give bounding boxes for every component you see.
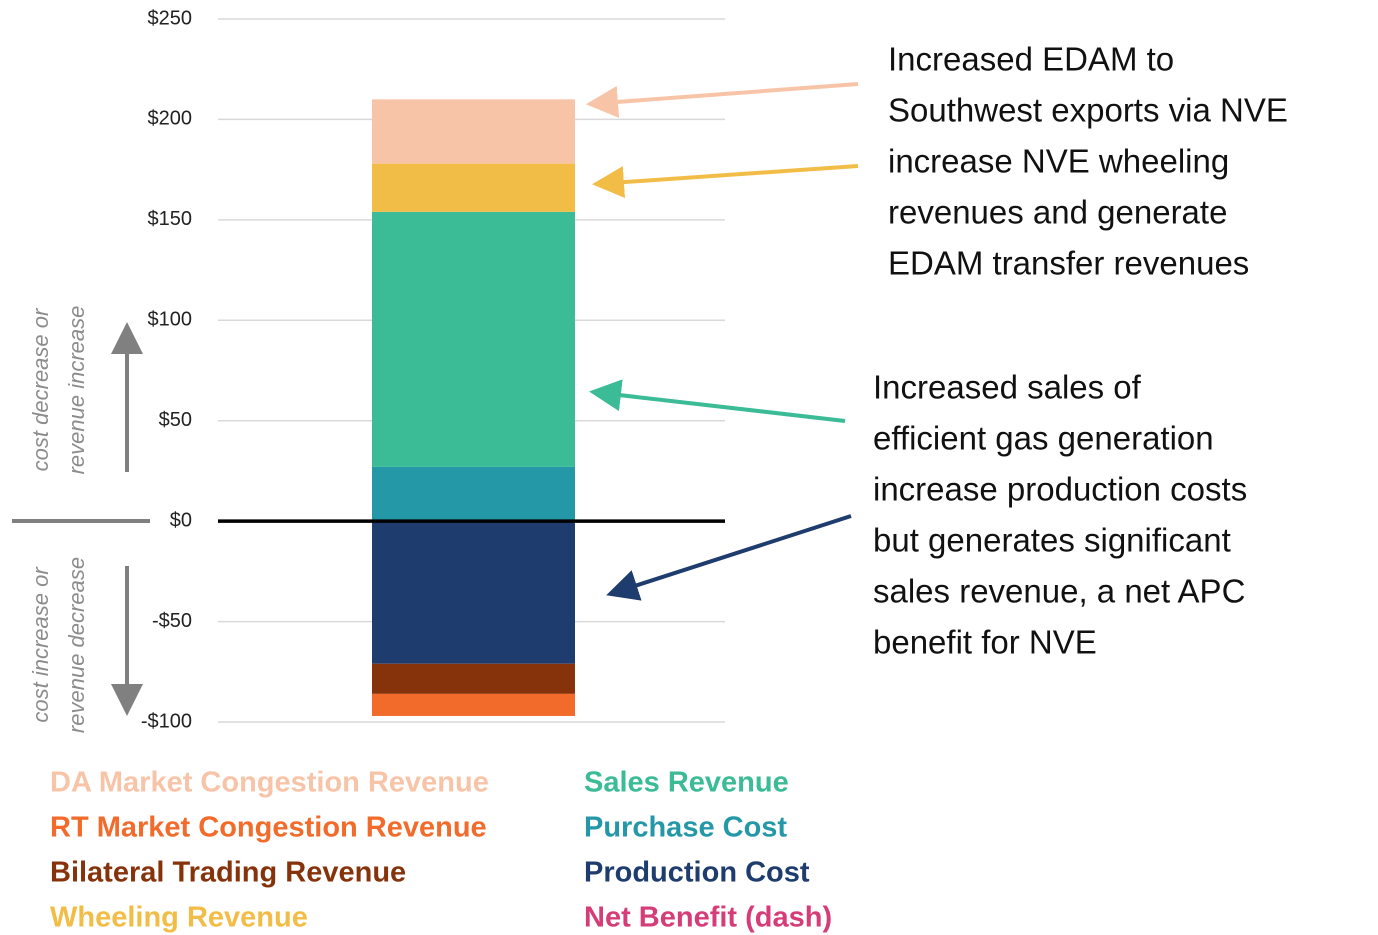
axis-note: cost increase or — [28, 566, 53, 723]
y-tick-label: -$50 — [152, 610, 192, 632]
bar-segment — [372, 466, 575, 522]
legend-entry: Purchase Cost — [584, 812, 787, 844]
annotation: revenues and generate — [888, 194, 1227, 231]
y-tick-label: $150 — [148, 208, 193, 230]
axis-note: cost decrease or — [28, 307, 53, 471]
legend-entry: Production Cost — [584, 857, 810, 889]
legend-entry: DA Market Congestion Revenue — [50, 767, 489, 799]
annotation: Increased sales of — [873, 369, 1142, 406]
bar-segment — [372, 693, 575, 716]
annotation-arrow — [589, 379, 846, 423]
annotation: Increased EDAM to — [888, 41, 1174, 78]
annotation: efficient gas generation — [873, 420, 1214, 457]
annotation: Southwest exports via NVE — [888, 92, 1288, 129]
bar-segment — [372, 521, 575, 664]
y-tick-label: $0 — [170, 509, 192, 531]
y-tick-label: $50 — [159, 409, 192, 431]
axis-note: revenue increase — [64, 306, 89, 475]
legend-entry: Bilateral Trading Revenue — [50, 857, 406, 889]
y-tick-label: -$100 — [141, 710, 192, 732]
annotation: EDAM transfer revenues — [888, 245, 1249, 282]
legend-entry: Wheeling Revenue — [50, 902, 308, 934]
annotation-arrow — [592, 164, 859, 199]
y-tick-label: $250 — [148, 7, 193, 29]
annotation: but generates significant — [873, 522, 1231, 559]
annotation: increase NVE wheeling — [888, 143, 1229, 180]
axis-note: revenue decrease — [64, 557, 89, 733]
annotation: increase production costs — [873, 471, 1247, 508]
bar-segment — [372, 163, 575, 212]
bar-segment — [372, 211, 575, 467]
legend-entry: Net Benefit (dash) — [584, 902, 832, 934]
bar-segment — [372, 99, 575, 164]
y-tick-label: $100 — [148, 309, 193, 331]
annotation-arrow — [606, 514, 852, 601]
bar-segment — [372, 663, 575, 694]
y-tick-label: $200 — [148, 108, 193, 130]
legend-entry: Sales Revenue — [584, 767, 789, 799]
annotation: benefit for NVE — [873, 624, 1097, 661]
annotation-arrow — [586, 82, 859, 118]
annotation: sales revenue, a net APC — [873, 573, 1245, 610]
legend-entry: RT Market Congestion Revenue — [50, 812, 487, 844]
